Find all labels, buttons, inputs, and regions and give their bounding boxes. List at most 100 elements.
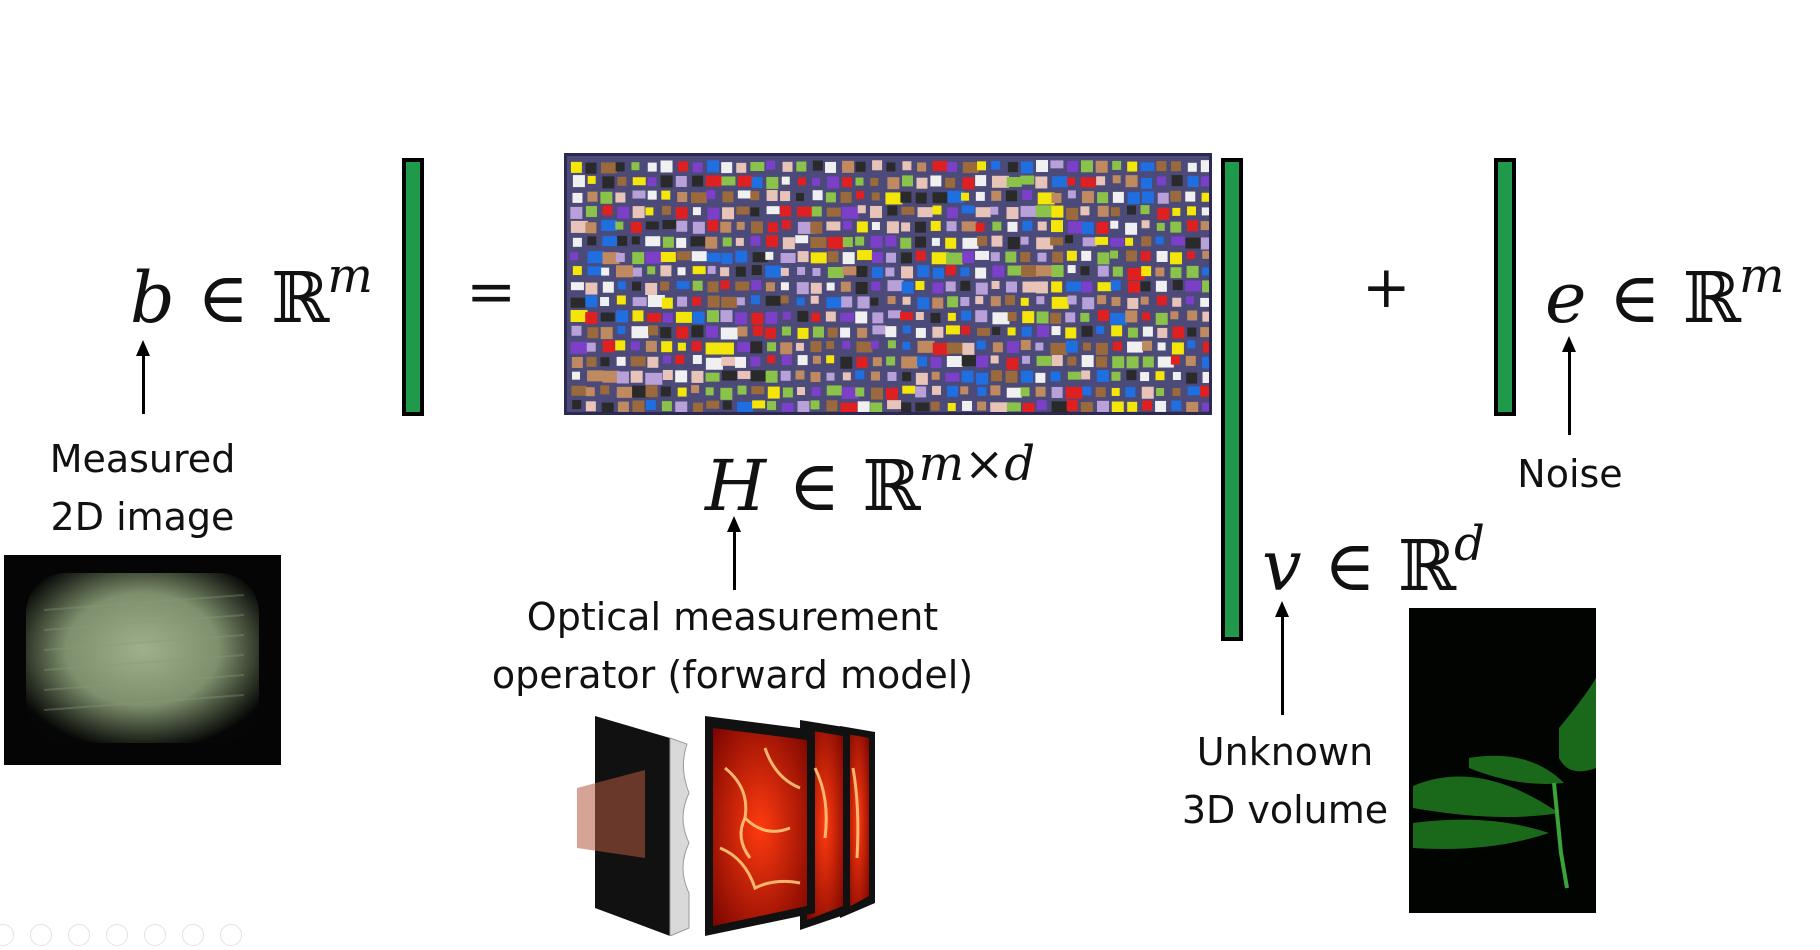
matrix-cell [1155, 236, 1164, 245]
matrix-cell [842, 252, 855, 265]
matrix-cell [1050, 220, 1063, 233]
matrix-cell [1141, 386, 1154, 399]
e-term: e ∈ ℝm [1545, 252, 1785, 333]
matrix-cell [645, 385, 658, 398]
matrix-cell [600, 297, 610, 307]
matrix-cell [1007, 221, 1018, 232]
matrix-cell [1127, 341, 1144, 353]
more-options-icon[interactable] [220, 924, 242, 946]
matrix-cell [1021, 265, 1039, 278]
matrix-cell [871, 267, 883, 279]
matrix-cell [780, 252, 796, 263]
zoom-icon[interactable] [144, 924, 166, 946]
h-term: H ∈ ℝm×d [705, 440, 1035, 521]
matrix-cell [1111, 325, 1123, 337]
matrix-cell [827, 251, 839, 263]
matrix-cell [1127, 401, 1138, 412]
matrix-cell [947, 190, 965, 203]
matrix-cell [692, 355, 702, 365]
matrix-cell [1097, 252, 1110, 265]
matrix-cell [692, 162, 703, 173]
matrix-cell [945, 372, 960, 382]
matrix-cell [991, 235, 1003, 247]
matrix-cell [842, 237, 853, 248]
matrix-cell [737, 326, 748, 337]
matrix-cell [675, 401, 688, 412]
matrix-cell [692, 402, 703, 412]
matrix-cell [1081, 281, 1093, 293]
matrix-cell [1202, 250, 1209, 259]
b-exponent: m [327, 248, 373, 304]
matrix-cell [1201, 402, 1209, 411]
matrix-cell [1036, 311, 1049, 324]
matrix-cell [856, 221, 868, 233]
matrix-cell [842, 220, 852, 230]
matrix-cell [737, 190, 751, 199]
matrix-cell [1202, 280, 1209, 293]
matrix-cell [902, 175, 914, 187]
matrix-cell [1006, 402, 1021, 412]
matrix-cell [1007, 312, 1017, 322]
matrix-cell [1157, 207, 1170, 220]
h-exponent: m×d [918, 436, 1036, 492]
matrix-cell [1037, 192, 1055, 205]
matrix-cell [1081, 250, 1092, 261]
matrix-cell [1082, 297, 1095, 310]
matrix-cell [692, 207, 701, 216]
matrix-cell [1202, 267, 1209, 276]
b-term: b ∈ ℝm [130, 252, 373, 333]
matrix-cell [1051, 296, 1069, 309]
matrix-cell [1172, 297, 1182, 307]
subtitles-icon[interactable] [182, 924, 204, 946]
matrix-cell [692, 175, 704, 187]
matrix-cell [842, 160, 855, 173]
matrix-cell [810, 221, 823, 234]
matrix-cell [1200, 221, 1209, 231]
previous-slide-icon[interactable] [0, 924, 14, 946]
matrix-cell [691, 370, 704, 383]
matrix-cell [917, 356, 928, 367]
matrix-cell [677, 267, 686, 276]
in-symbol: ∈ [197, 257, 249, 339]
in-symbol: ∈ [1323, 525, 1376, 607]
matrix-cell [735, 356, 747, 368]
matrix-cell [961, 192, 970, 201]
matrix-cell [932, 342, 950, 355]
matrix-cell [1202, 371, 1209, 383]
matrix-cell [887, 400, 902, 410]
matrix-cell [1200, 327, 1209, 338]
matrix-cell [842, 340, 851, 349]
next-slide-icon[interactable] [30, 924, 52, 946]
matrix-cell [992, 221, 1002, 231]
matrix-cell [932, 267, 944, 279]
slides-grid-icon[interactable] [106, 924, 128, 946]
matrix-cell [1141, 177, 1153, 189]
matrix-cell [901, 266, 914, 279]
matrix-cell [781, 326, 791, 336]
matrix-cell [1126, 205, 1136, 215]
b-vector-bar [402, 158, 424, 416]
slideshow-controls[interactable] [0, 924, 258, 950]
matrix-cell [930, 312, 941, 323]
matrix-cell [1157, 356, 1174, 368]
matrix-cell [961, 370, 974, 383]
matrix-cell [647, 356, 659, 368]
matrix-cell [991, 175, 1009, 188]
matrix-cell [721, 342, 734, 355]
matrix-cell [901, 281, 914, 294]
matrix-cell [660, 175, 673, 188]
matrix-cell [766, 160, 776, 170]
matrix-cell [1202, 341, 1209, 353]
matrix-cell [1172, 326, 1185, 339]
matrix-cell [1156, 176, 1166, 186]
matrix-cell [1021, 326, 1032, 337]
matrix-cell [887, 177, 900, 190]
unknown-label-line2: 3D volume [1181, 788, 1389, 832]
matrix-cell [661, 297, 673, 309]
matrix-cell [737, 342, 753, 353]
matrix-cell [720, 267, 730, 277]
matrix-cell [1142, 326, 1153, 337]
matrix-cell [631, 326, 649, 339]
matrix-cell [1052, 176, 1069, 188]
pen-icon[interactable] [68, 924, 90, 946]
